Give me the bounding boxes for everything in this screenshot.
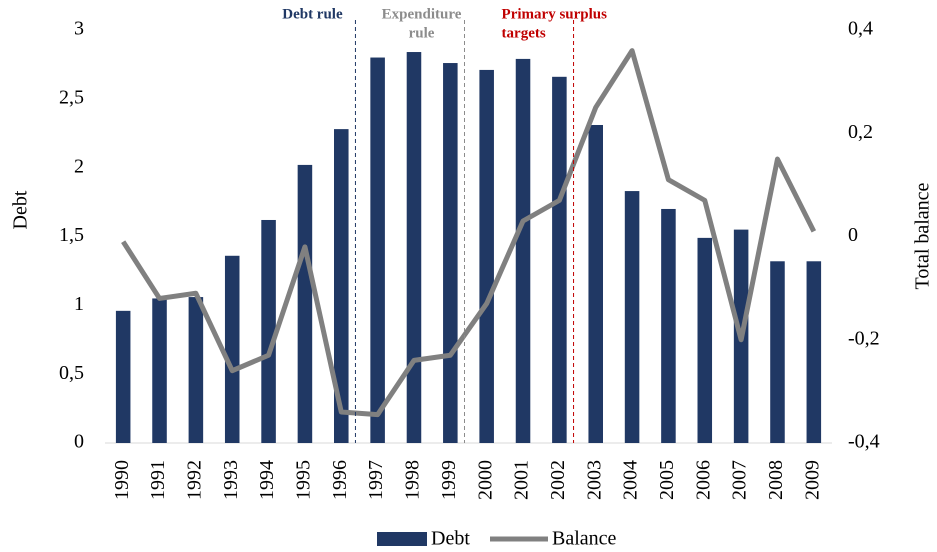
y-tick-label: 3 bbox=[74, 18, 84, 40]
x-tick-label: 1995 bbox=[293, 460, 315, 500]
x-tick-label: 1992 bbox=[183, 460, 205, 500]
legend-label: Debt bbox=[431, 528, 470, 550]
x-tick-label: 1996 bbox=[329, 460, 351, 500]
y-tick-label: 1 bbox=[74, 293, 84, 315]
y-tick-label: 1,5 bbox=[59, 224, 84, 246]
bar bbox=[297, 164, 313, 443]
bar bbox=[552, 76, 567, 443]
y-tick-label: 2 bbox=[74, 155, 84, 177]
annotation: targets bbox=[502, 25, 546, 41]
x-tick-label: 1993 bbox=[220, 460, 242, 500]
y-tick-label: 2,5 bbox=[59, 86, 84, 108]
x-tick-label: 1990 bbox=[111, 460, 133, 500]
bar bbox=[588, 124, 603, 444]
legend-label: Balance bbox=[552, 528, 617, 550]
y-tick-label: 0,5 bbox=[59, 362, 84, 384]
y2-tick-label: -0,4 bbox=[848, 431, 880, 453]
y2-tick-label: 0,4 bbox=[848, 18, 873, 40]
x-tick-label: 2001 bbox=[511, 460, 533, 500]
x-tick-label: 1994 bbox=[256, 460, 278, 500]
x-tick-label: 2000 bbox=[474, 460, 496, 500]
y2-tick-label: 0 bbox=[848, 224, 858, 246]
bar bbox=[624, 191, 640, 443]
x-tick-label: 1997 bbox=[365, 460, 387, 500]
x-tick-label: 2009 bbox=[801, 460, 823, 500]
bar bbox=[115, 310, 131, 443]
y2-tick-label: -0,2 bbox=[848, 327, 880, 349]
bar bbox=[697, 237, 713, 443]
x-tick-label: 1991 bbox=[147, 460, 169, 500]
bar bbox=[770, 261, 785, 443]
legend-swatch bbox=[377, 532, 427, 546]
bar bbox=[406, 52, 422, 443]
x-tick-label: 1998 bbox=[402, 460, 424, 500]
x-tick-label: 2003 bbox=[583, 460, 605, 500]
x-tick-label: 2005 bbox=[656, 460, 678, 500]
x-tick-label: 2008 bbox=[765, 460, 787, 500]
bar bbox=[370, 57, 385, 444]
y-tick-label: 0 bbox=[74, 431, 84, 453]
bar bbox=[479, 69, 494, 443]
x-tick-label: 2004 bbox=[620, 460, 642, 500]
bar bbox=[261, 219, 276, 443]
x-tick-label: 2007 bbox=[729, 460, 751, 500]
bar bbox=[334, 129, 349, 443]
x-tick-label: 1999 bbox=[438, 460, 460, 500]
annotation: Debt rule bbox=[282, 6, 343, 22]
bar bbox=[188, 297, 204, 443]
bar bbox=[661, 208, 676, 443]
bar bbox=[515, 58, 531, 443]
y2-axis-title: Total balance bbox=[912, 182, 934, 289]
annotation: Expenditure bbox=[382, 6, 462, 22]
bar bbox=[443, 63, 458, 443]
y-axis-title: Debt bbox=[10, 190, 32, 229]
x-tick-label: 2002 bbox=[547, 460, 569, 500]
annotation: rule bbox=[409, 25, 435, 41]
x-tick-label: 2006 bbox=[692, 460, 714, 500]
y2-tick-label: 0,2 bbox=[848, 121, 873, 143]
bar bbox=[806, 261, 822, 443]
bar bbox=[152, 298, 167, 443]
line bbox=[121, 48, 817, 418]
annotation: Primary surplus bbox=[502, 6, 608, 22]
bar bbox=[224, 255, 240, 443]
